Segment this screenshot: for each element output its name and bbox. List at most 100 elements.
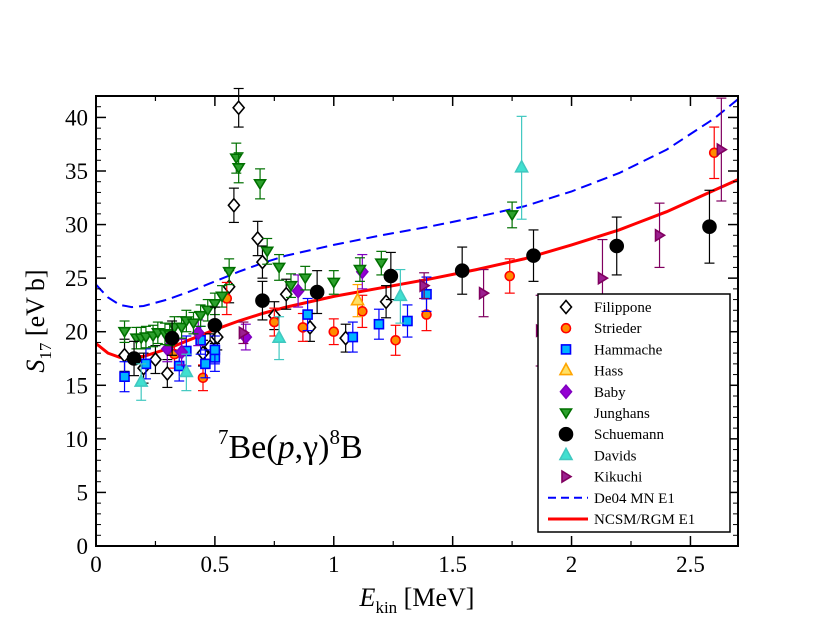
kikuchi-point	[419, 278, 431, 293]
strieder-legend-marker	[560, 322, 572, 334]
legend-label: Filippone	[594, 300, 652, 316]
kikuchi-point	[597, 271, 610, 286]
legend: Filippone Strieder Hammache Hass Baby Junghan…	[537, 293, 731, 533]
junghans-point	[207, 299, 222, 311]
hammache-series	[119, 276, 432, 393]
legend-label: Hammache	[594, 342, 663, 358]
junghans-point	[326, 277, 341, 289]
schuemann-point	[383, 268, 399, 284]
davids-point	[271, 329, 287, 343]
davids-point	[179, 363, 194, 378]
y-tick-label: 5	[77, 480, 89, 505]
hammache-point	[421, 288, 432, 300]
junghans-point	[174, 322, 189, 334]
junghans-point	[260, 246, 275, 258]
markers-layer	[117, 87, 728, 401]
schuemann-series	[126, 189, 717, 377]
legend-label: Strieder	[594, 321, 641, 337]
de04-mn-e1-curve	[96, 98, 738, 309]
strieder-point	[328, 326, 340, 338]
y-tick-label: 25	[65, 266, 88, 291]
junghans-point	[505, 210, 520, 222]
hammache-point	[347, 331, 359, 343]
strieder-point	[390, 334, 401, 346]
y-tick-label: 30	[65, 213, 88, 238]
legend-label: Hass	[594, 364, 623, 380]
hammache-point	[302, 309, 313, 320]
junghans-point	[117, 326, 132, 339]
reaction-annotation: 7Be(p,γ)8B	[218, 425, 363, 466]
baby-legend-marker	[559, 384, 573, 400]
filippone-legend-marker	[559, 299, 573, 315]
hass-series	[350, 283, 365, 318]
x-tick-label: 0.5	[201, 552, 230, 577]
schuemann-point	[207, 317, 223, 333]
schuemann-point	[609, 238, 625, 254]
legend-label: Davids	[594, 448, 637, 464]
x-tick-label: 1.5	[438, 552, 467, 577]
x-tick-label: 2.5	[676, 552, 705, 577]
schuemann-point	[454, 263, 470, 278]
y-tick-label: 40	[65, 105, 88, 130]
junghans-point	[215, 291, 229, 303]
junghans-point	[298, 273, 313, 285]
davids-point	[514, 159, 529, 173]
legend-label: Kikuchi	[594, 470, 642, 486]
hammache-legend-marker	[560, 344, 572, 355]
legend-label: Baby	[594, 385, 626, 401]
schuemann-point	[526, 248, 541, 263]
kikuchi-point	[238, 325, 250, 340]
y-tick-label: 35	[65, 159, 88, 184]
schuemann-point	[126, 351, 142, 366]
kikuchi-legend-marker	[561, 469, 573, 484]
junghans-point	[200, 305, 215, 317]
hass-legend-marker	[558, 361, 574, 376]
legend-label: Schuemann	[594, 427, 664, 443]
hammache-point	[402, 315, 413, 327]
legend-label: De04 MN E1	[594, 491, 675, 507]
davids-point	[393, 287, 408, 302]
junghans-point	[374, 258, 389, 270]
strieder-point	[269, 316, 280, 328]
junghans-series	[117, 142, 520, 350]
junghans-point	[193, 310, 208, 323]
kikuchi-point	[654, 228, 667, 243]
filippone-point	[148, 351, 162, 368]
baby-point	[291, 283, 305, 299]
y-tick-label: 15	[65, 373, 88, 398]
baby-point	[191, 325, 205, 341]
kikuchi-point	[478, 286, 491, 301]
schuemann-point	[309, 284, 325, 300]
x-tick-label: 0	[90, 552, 102, 577]
schuemann-point	[702, 219, 717, 235]
strieder-point	[504, 270, 516, 282]
junghans-point	[222, 266, 237, 279]
filippone-point	[379, 293, 393, 310]
axis-ticks: 0 0.5 1 1.5 2 2.5 0 5 10 15 20 25 30 35 40	[65, 96, 738, 577]
davids-legend-marker	[558, 446, 574, 461]
davids-series	[133, 115, 529, 401]
junghans-point	[186, 318, 201, 330]
junghans-point	[253, 179, 267, 191]
y-axis-label: S17 [eV b]	[21, 269, 55, 372]
filippone-series	[117, 87, 393, 389]
junghans-point	[353, 264, 367, 277]
schuemann-legend-marker	[558, 426, 574, 442]
y-tick-label: 10	[65, 427, 88, 452]
hammache-point	[200, 358, 211, 370]
filippone-point	[210, 329, 224, 345]
baby-point	[175, 344, 189, 360]
junghans-point	[284, 280, 298, 293]
filippone-point	[160, 365, 174, 382]
legend-label: Junghans	[594, 406, 650, 422]
filippone-point	[255, 254, 269, 270]
filippone-point	[251, 230, 265, 247]
schuemann-point	[164, 330, 180, 346]
x-axis-label: Ekin [MeV]	[359, 583, 475, 617]
y-tick-label: 0	[77, 534, 89, 559]
x-tick-label: 2	[566, 552, 578, 577]
junghans-point	[272, 262, 287, 274]
junghans-point	[231, 162, 246, 175]
legend-label: NCSM/RGM E1	[594, 512, 695, 528]
